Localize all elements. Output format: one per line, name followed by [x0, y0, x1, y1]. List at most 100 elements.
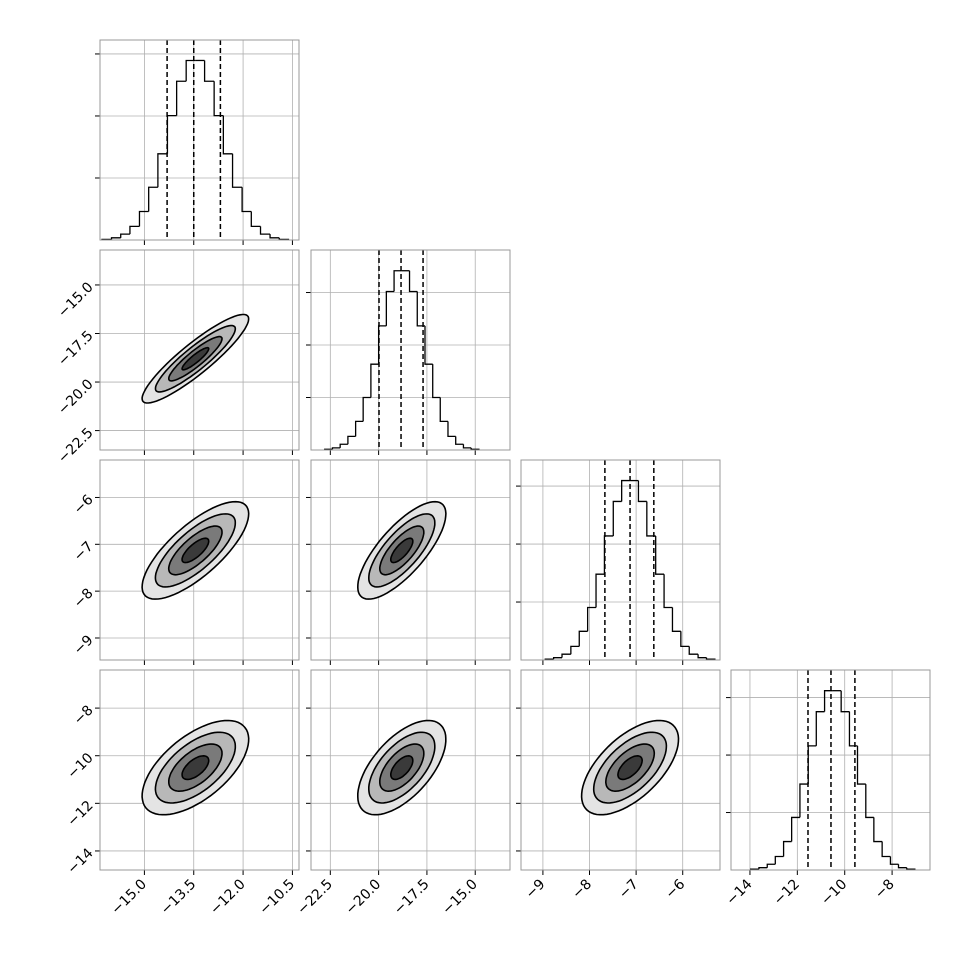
hist-bin	[222, 115, 233, 155]
x-tick-label: −7	[616, 876, 642, 902]
panel-frame	[99, 249, 300, 451]
hist-bin	[241, 187, 252, 213]
hist-bin	[331, 447, 341, 450]
x-tick-label: −14	[723, 876, 755, 908]
hist-bin	[766, 863, 776, 868]
hist-bin	[823, 690, 833, 712]
hist-bin	[586, 606, 597, 632]
hist-bin	[129, 225, 140, 235]
hist-bin	[815, 711, 825, 746]
hist-bin	[148, 186, 158, 212]
hist-bin	[393, 270, 402, 292]
contour	[390, 754, 414, 781]
y-tick-label: −17.5	[55, 328, 97, 370]
hist-bin	[185, 59, 196, 82]
hist-bin	[603, 535, 614, 575]
hist-bin	[561, 653, 571, 658]
hist-bin	[663, 574, 673, 609]
hist-bin	[432, 364, 441, 399]
hist-bin	[166, 115, 177, 154]
hist-bin	[848, 711, 858, 747]
hist-bin	[807, 745, 817, 785]
hist-bin	[856, 745, 866, 785]
y-tick-label: −20.0	[55, 376, 97, 418]
hist-bin	[897, 864, 907, 869]
x-tick-label: −20.0	[343, 876, 385, 918]
hist-bin	[250, 211, 261, 228]
hist-bin	[774, 855, 784, 865]
contour	[390, 537, 414, 564]
hist-bin	[840, 690, 850, 713]
hist-bin	[362, 396, 371, 422]
hist-bin	[157, 153, 168, 188]
histogram	[544, 479, 716, 660]
hist-bin	[671, 607, 681, 632]
panel-frame	[310, 459, 511, 661]
hist-bin	[646, 501, 656, 537]
x-tick-label: −8	[872, 876, 898, 902]
x-tick-label: −12.0	[207, 876, 249, 918]
hist-bin	[339, 443, 348, 448]
hist-bin	[637, 480, 647, 503]
panel-frame	[99, 459, 300, 661]
hist-bin	[408, 270, 418, 293]
hist-bin	[455, 436, 464, 445]
hist-bin	[688, 646, 699, 655]
contour	[181, 537, 210, 564]
hist-bin	[680, 631, 690, 648]
panel-frame	[520, 669, 721, 871]
y-tick-label: −14	[64, 845, 96, 877]
hist-bin	[697, 654, 707, 659]
panel-frame	[99, 39, 300, 241]
histogram	[101, 59, 290, 241]
y-tick-label: −10	[64, 750, 96, 782]
hist-bin	[175, 80, 187, 116]
y-tick-label: −8	[71, 702, 97, 728]
contour	[181, 754, 210, 781]
panel-frame	[520, 459, 721, 661]
hist-bin	[416, 291, 425, 327]
hist-bin	[595, 573, 605, 608]
hist-bin	[873, 817, 883, 843]
y-tick-label: −6	[71, 492, 97, 518]
y-tick-label: −15.0	[55, 279, 97, 321]
hist-bin	[120, 233, 130, 238]
panel-frame	[310, 249, 511, 451]
hist-bin	[354, 420, 364, 437]
histogram	[324, 270, 480, 450]
x-tick-label: −12	[771, 876, 803, 908]
hist-bin	[424, 325, 433, 365]
hist-bin	[790, 816, 800, 842]
x-tick-label: −15.0	[439, 876, 481, 918]
hist-bin	[370, 363, 379, 398]
x-tick-label: −17.5	[391, 876, 433, 918]
hist-bin	[213, 81, 224, 117]
hist-bin	[231, 153, 243, 188]
x-tick-label: −10	[818, 876, 850, 908]
hist-bin	[269, 234, 280, 239]
x-tick-label: −8	[569, 876, 595, 902]
hist-bin	[385, 290, 395, 326]
x-tick-label: −13.5	[158, 876, 200, 918]
hist-bin	[612, 500, 622, 536]
hist-bin	[881, 841, 891, 858]
hist-bin	[552, 657, 563, 660]
panel-frame	[310, 669, 511, 871]
hist-bin	[462, 444, 472, 449]
hist-bin	[347, 435, 356, 445]
hist-bin	[782, 840, 792, 857]
contour	[181, 346, 210, 371]
panel-frame	[99, 669, 300, 871]
hist-bin	[259, 226, 271, 235]
hist-bin	[799, 783, 809, 818]
x-tick-label: −15.0	[108, 876, 150, 918]
hist-bin	[447, 421, 456, 438]
y-tick-label: −8	[71, 585, 97, 611]
panel-frame	[730, 669, 931, 871]
hist-bin	[439, 397, 448, 423]
hist-bin	[889, 856, 899, 865]
y-tick-label: −7	[71, 539, 97, 565]
hist-bin	[578, 630, 588, 647]
hist-bin	[758, 867, 768, 870]
